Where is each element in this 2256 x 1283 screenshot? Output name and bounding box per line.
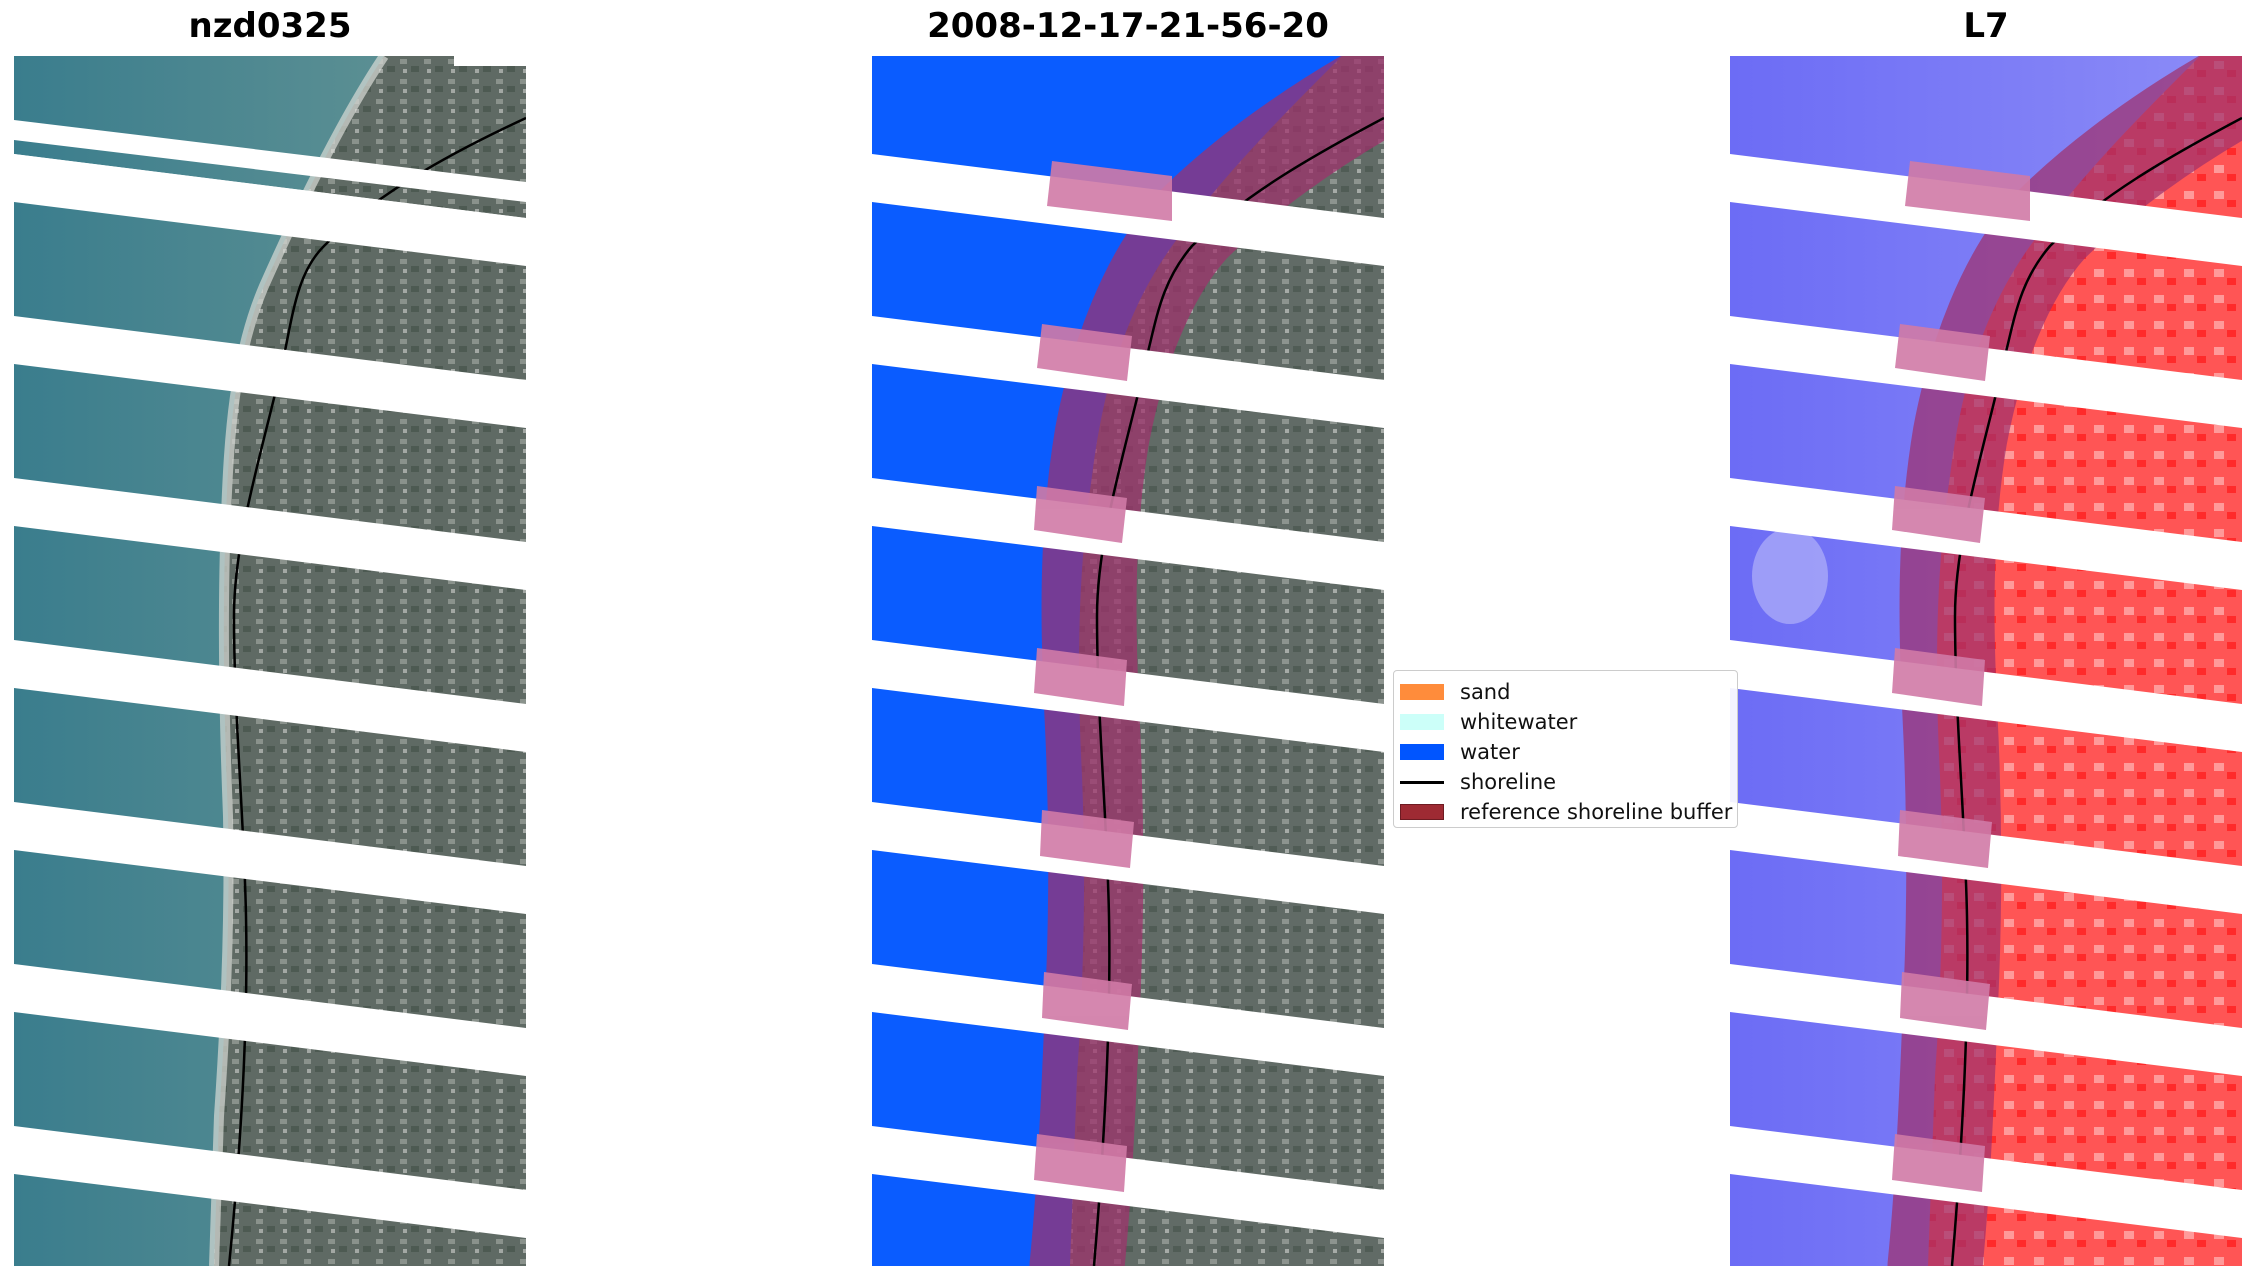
legend-label-buffer: reference shoreline buffer [1460, 800, 1733, 824]
panel-title-right: L7 [1963, 6, 2009, 46]
classification-image [872, 56, 1384, 1266]
l7-index-image [1730, 56, 2242, 1266]
water-swatch [1400, 744, 1444, 760]
whitewater-swatch [1400, 714, 1444, 730]
legend-label-whitewater: whitewater [1460, 710, 1578, 734]
scan-line-gaps [872, 154, 1384, 1238]
buffer-swatch [1400, 804, 1444, 820]
legend-item-water: water [1400, 737, 1737, 767]
rgb-satellite-image [14, 56, 526, 1266]
l7-index-panel [1730, 56, 2242, 1266]
panel-title-left: nzd0325 [188, 6, 352, 46]
rgb-image-panel [14, 56, 526, 1266]
legend-label-shoreline: shoreline [1460, 770, 1557, 794]
legend: sand whitewater water shoreline referenc… [1393, 670, 1738, 828]
classification-panel [872, 56, 1384, 1266]
legend-item-buffer: reference shoreline buffer [1400, 797, 1737, 827]
legend-label-sand: sand [1460, 680, 1511, 704]
legend-item-sand: sand [1400, 677, 1737, 707]
legend-label-water: water [1460, 740, 1520, 764]
legend-item-shoreline: shoreline [1400, 767, 1737, 797]
legend-item-whitewater: whitewater [1400, 707, 1737, 737]
scan-line-gaps [14, 56, 526, 1238]
shoreline-swatch [1400, 780, 1444, 784]
panel-title-center: 2008-12-17-21-56-20 [927, 6, 1329, 46]
sand-swatch [1400, 684, 1444, 700]
